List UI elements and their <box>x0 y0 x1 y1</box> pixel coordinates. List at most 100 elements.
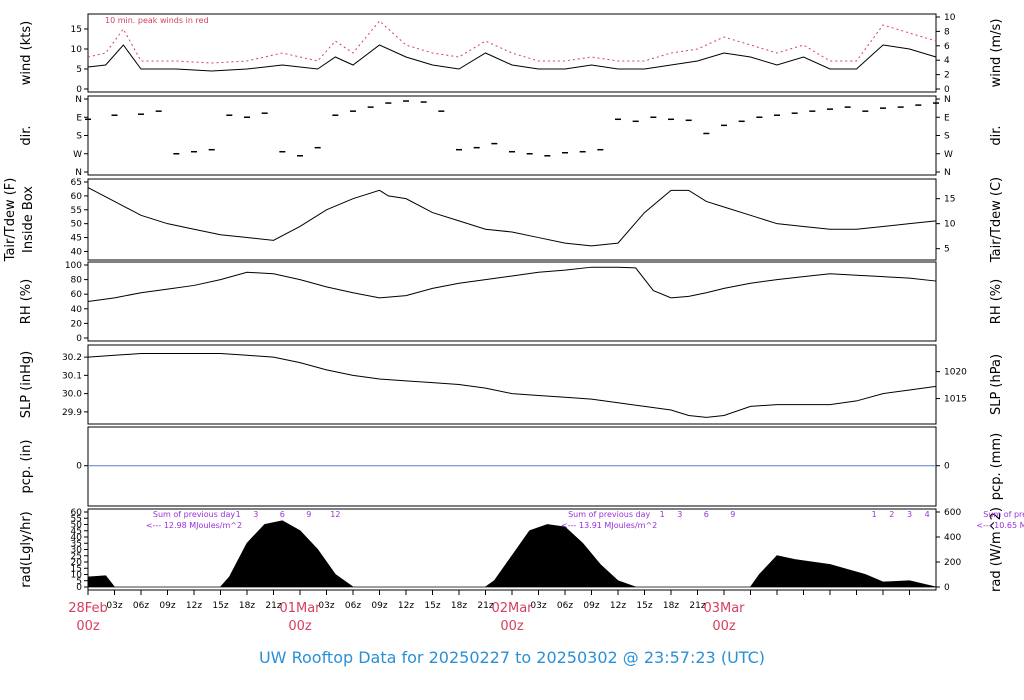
radiation-note-line1: Sum of previous day <box>153 510 235 519</box>
y-tick-label-rad: 35 <box>71 539 82 549</box>
x-tick-label: 18z <box>663 601 679 611</box>
footer-title: UW Rooftop Data for 20250227 to 20250302… <box>258 648 766 667</box>
y-tick-label-slp: 30.1 <box>62 371 82 381</box>
y-axis-label-right-rad: rad (W/m^2) <box>989 507 1004 592</box>
y-tick-label-slp: 29.9 <box>62 408 82 418</box>
y-tick-label-rh: 20 <box>71 319 83 329</box>
y-tick-label-right-rad: 0 <box>944 583 950 593</box>
y-tick-label-wind: 15 <box>71 25 82 35</box>
radiation-hour-mark: 3 <box>677 510 682 519</box>
y-tick-label-right-wind: 2 <box>944 71 950 81</box>
x-tick-label: 12z <box>186 601 202 611</box>
x-tick-label: 09z <box>583 601 599 611</box>
y-axis-label-right-slp: SLP (hPa) <box>989 354 1004 415</box>
y-tick-label-rad: 10 <box>71 571 83 581</box>
y-tick-label-dir: N <box>75 168 82 178</box>
y-tick-label-rad: 0 <box>76 583 82 593</box>
y-tick-label-right-wind: 6 <box>944 42 950 52</box>
y-tick-label-right-slp: 1020 <box>944 368 967 378</box>
slp-line <box>87 352 937 418</box>
y-axis-label-dir: dir. <box>19 125 34 145</box>
radiation-hour-mark: 9 <box>306 510 311 519</box>
y-tick-label-temp: 40 <box>71 247 83 257</box>
y-tick-label-right-temp: 15 <box>944 195 955 205</box>
y-tick-label-wind: 5 <box>76 65 82 75</box>
x-tick-label: 12z <box>610 601 626 611</box>
y-tick-label-rad: 45 <box>71 527 82 537</box>
radiation-hour-mark: 1 <box>236 510 241 519</box>
x-date-hour-label: 00z <box>500 619 524 634</box>
y-tick-label-wind: 0 <box>76 85 82 95</box>
y-tick-label-rad: 60 <box>71 508 83 518</box>
y-tick-label-slp: 30.2 <box>62 353 82 363</box>
y-axis-label-right-pcp: pcp. (mm) <box>989 433 1004 500</box>
radiation-hour-mark: 3 <box>907 510 912 519</box>
y-tick-label-right-rad: 600 <box>944 508 961 518</box>
radiation-area <box>87 520 937 588</box>
y-tick-label-rad: 15 <box>71 564 82 574</box>
y-tick-label-right-pcp: 0 <box>944 462 950 472</box>
y-tick-label-right-rad: 200 <box>944 558 961 568</box>
y-tick-label-rad: 40 <box>71 533 83 543</box>
y-axis-label-right-temp: Tair/Tdew (C) <box>989 177 1004 263</box>
wind-peak-line <box>87 20 937 64</box>
y-axis-label-right-rh: RH (%) <box>989 279 1004 324</box>
y-tick-label-right-slp: 1015 <box>944 395 967 405</box>
x-date-hour-label: 00z <box>76 619 100 634</box>
x-date-label: 02Mar <box>491 601 533 616</box>
y-tick-label-slp: 30.0 <box>62 390 82 400</box>
radiation-note-line1: Sum of previous day <box>983 510 1024 519</box>
x-date-hour-label: 00z <box>288 619 312 634</box>
y-tick-label-dir: N <box>75 95 82 105</box>
y-tick-label-dir: S <box>76 132 82 142</box>
panel-frame-slp <box>87 344 937 425</box>
y-axis-label-slp: SLP (inHg) <box>19 351 34 419</box>
y-tick-label-temp: 50 <box>71 220 83 230</box>
x-tick-label: 12z <box>398 601 414 611</box>
radiation-hour-mark: 6 <box>704 510 709 519</box>
y-tick-label-rh: 60 <box>71 290 83 300</box>
y-axis-label2-temp: Inside Box <box>21 186 36 253</box>
radiation-note-line2: <--- 13.91 MJoules/m^2 <box>561 521 657 530</box>
y-axis-label-wind: wind (kts) <box>19 21 34 85</box>
y-axis-label-pcp: pcp. (in) <box>19 440 34 494</box>
radiation-hour-mark: 9 <box>730 510 735 519</box>
x-tick-label: 06z <box>133 601 149 611</box>
panel-frame-dir <box>87 95 937 176</box>
temp-line <box>87 187 937 247</box>
y-tick-label-rad: 30 <box>71 546 83 556</box>
y-tick-label-rad: 55 <box>71 514 82 524</box>
radiation-hour-mark: 3 <box>253 510 258 519</box>
y-tick-label-rh: 0 <box>76 334 82 344</box>
y-tick-label-right-dir: N <box>944 95 951 105</box>
radiation-hour-mark: 4 <box>925 510 930 519</box>
y-tick-label-temp: 65 <box>71 178 82 188</box>
y-tick-label-rad: 5 <box>76 577 82 587</box>
y-tick-label-rad: 50 <box>71 521 83 531</box>
y-tick-label-wind: 10 <box>71 45 83 55</box>
x-tick-label: 03z <box>318 601 334 611</box>
x-tick-label: 18z <box>239 601 255 611</box>
panel-frame-rh <box>87 261 937 342</box>
x-tick-label: 15z <box>424 601 440 611</box>
x-tick-label: 18z <box>451 601 467 611</box>
y-tick-label-rad: 20 <box>71 558 83 568</box>
x-tick-label: 21z <box>689 601 705 611</box>
panel-frame-temp <box>87 178 937 261</box>
x-date-label: 03Mar <box>703 601 745 616</box>
radiation-note-line1: Sum of previous day <box>568 510 650 519</box>
y-tick-label-right-temp: 10 <box>944 220 956 230</box>
y-axis-label-right-wind: wind (m/s) <box>989 19 1004 88</box>
x-tick-label: 15z <box>212 601 228 611</box>
y-tick-label-right-dir: W <box>944 150 953 160</box>
y-axis-label-temp: Tair/Tdew (F) <box>3 178 18 263</box>
wind-annotation: 10 min. peak winds in red <box>105 16 209 25</box>
y-tick-label-right-dir: S <box>944 132 950 142</box>
y-tick-label-right-rad: 400 <box>944 533 961 543</box>
y-tick-label-temp: 60 <box>71 192 83 202</box>
rh-line <box>87 266 937 302</box>
radiation-note-line2: <--- 10.65 MJoules/m^2 <box>976 521 1024 530</box>
radiation-note-line2: <--- 12.98 MJoules/m^2 <box>146 521 242 530</box>
x-tick-label: 15z <box>636 601 652 611</box>
